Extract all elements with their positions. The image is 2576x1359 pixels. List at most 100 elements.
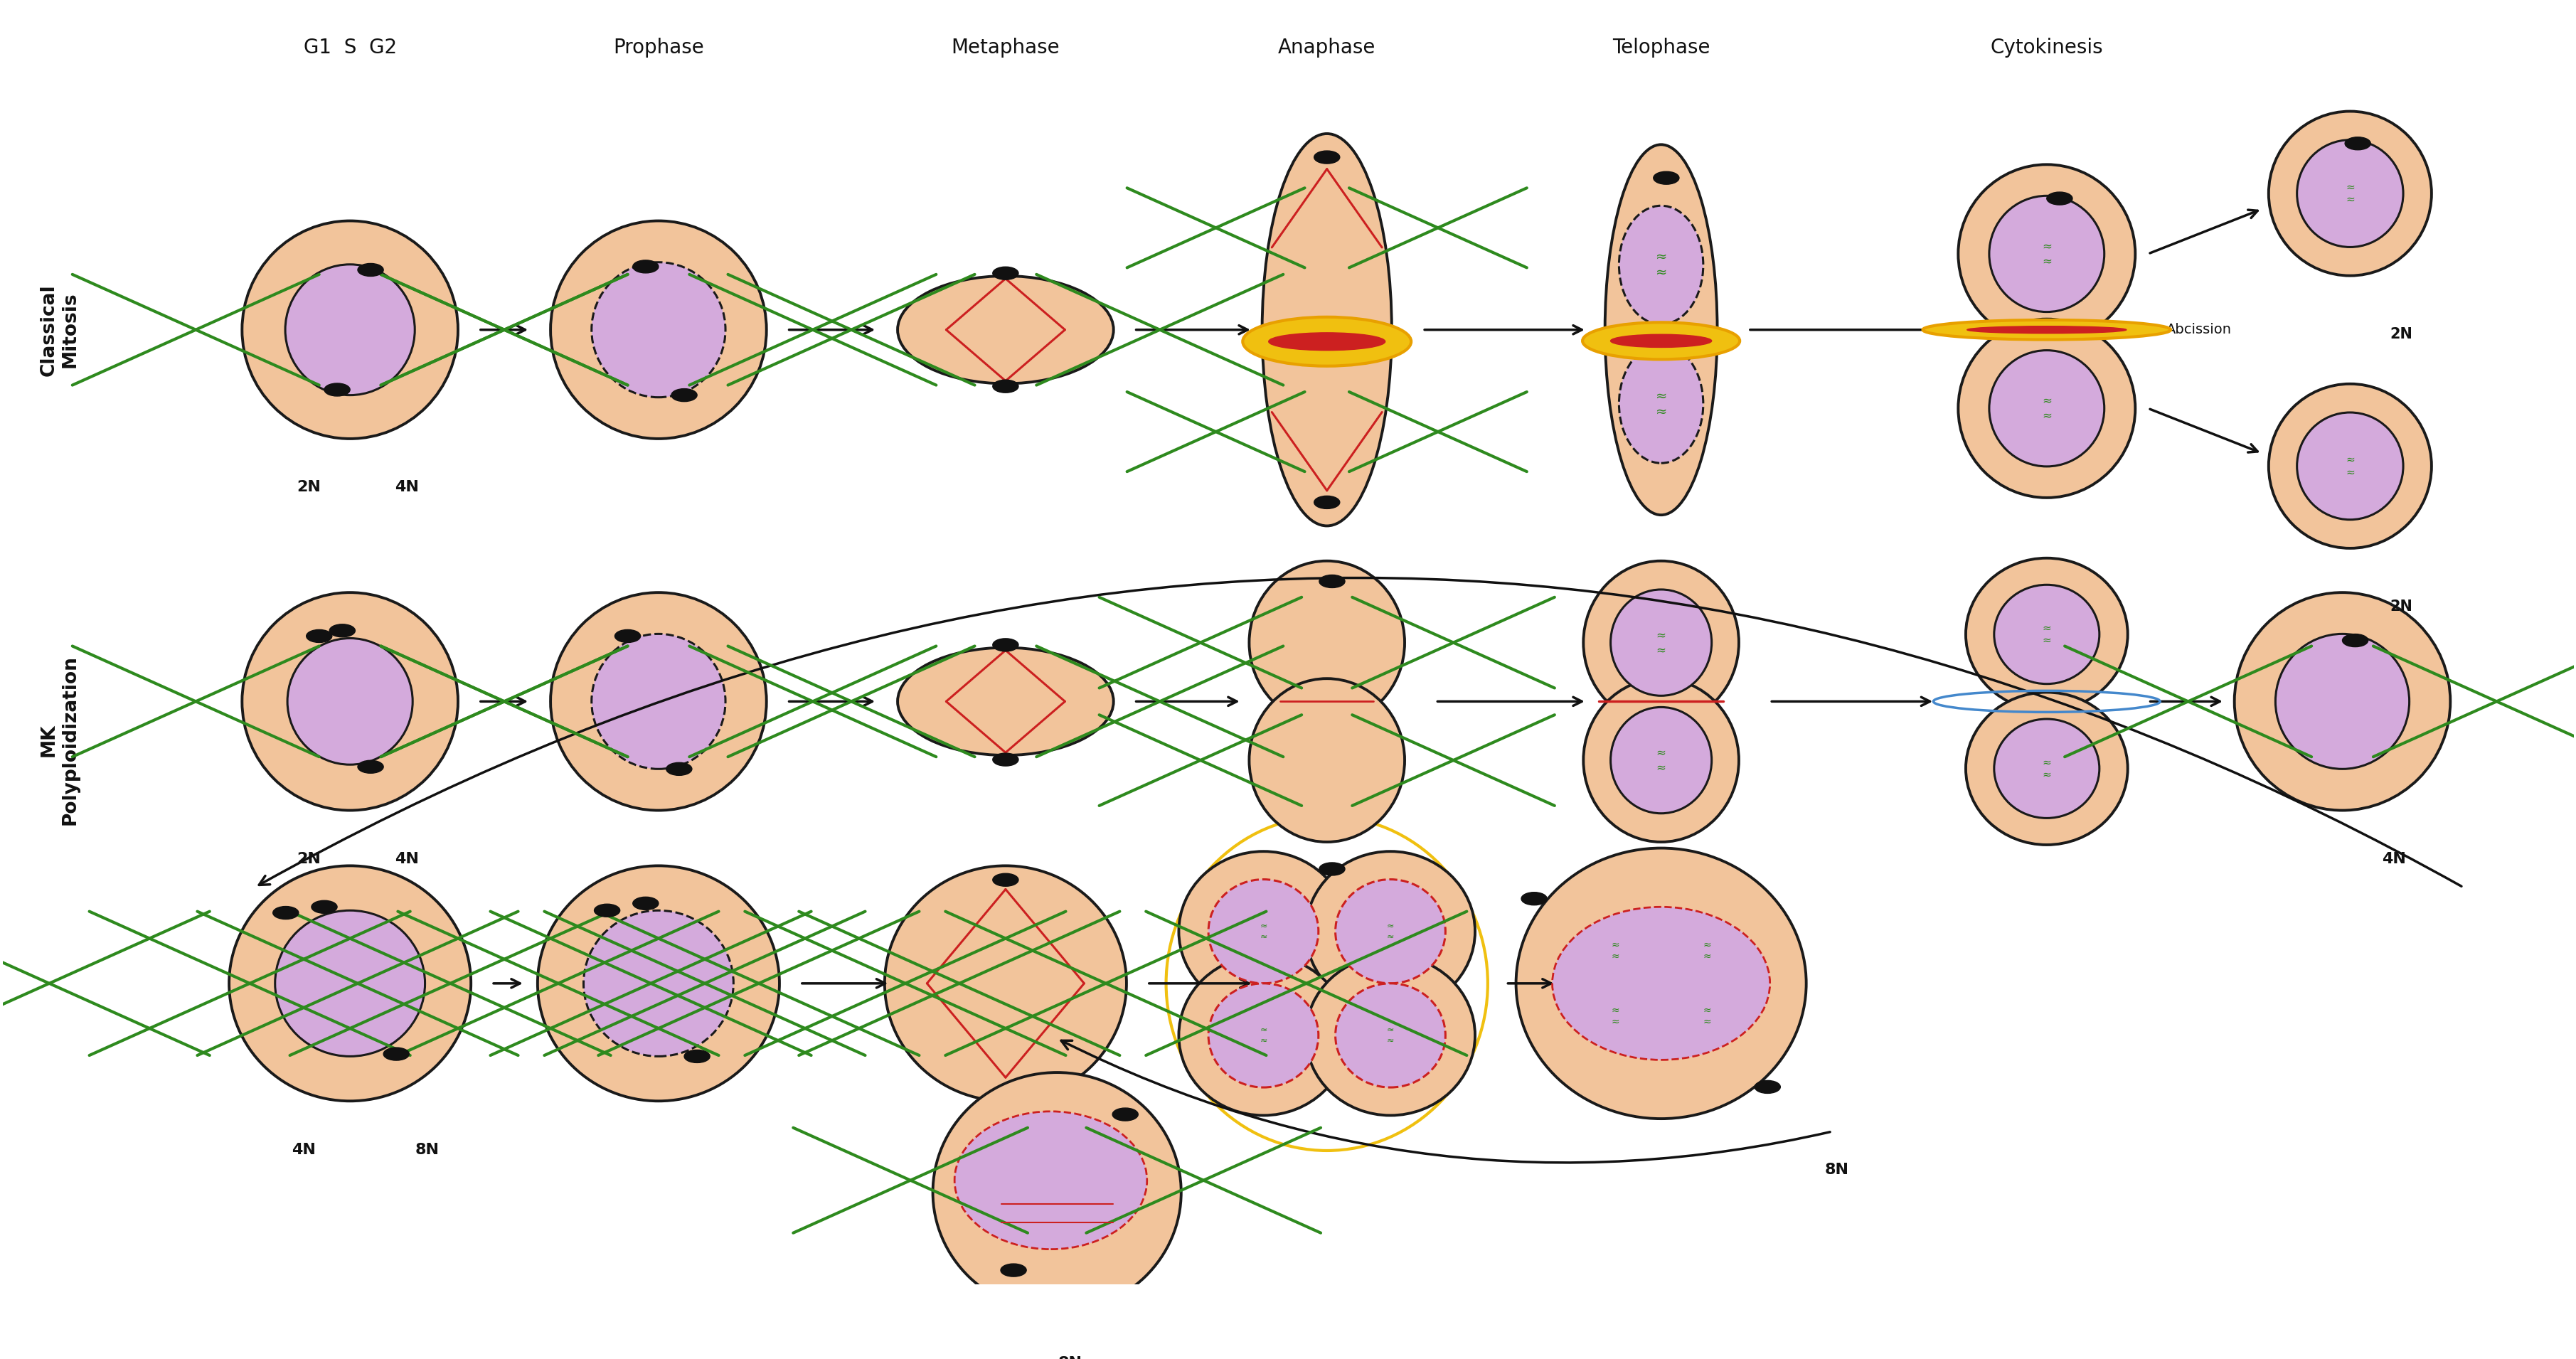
Ellipse shape xyxy=(286,265,415,395)
Ellipse shape xyxy=(229,866,471,1101)
Ellipse shape xyxy=(276,911,425,1056)
Ellipse shape xyxy=(1618,205,1703,325)
Text: ≈
≈: ≈ ≈ xyxy=(2043,757,2050,780)
Ellipse shape xyxy=(1334,984,1445,1087)
Ellipse shape xyxy=(1958,164,2136,344)
Circle shape xyxy=(1314,151,1340,163)
Ellipse shape xyxy=(1958,319,2136,497)
Text: 4N: 4N xyxy=(394,480,417,495)
Text: 4N: 4N xyxy=(2380,852,2406,866)
Ellipse shape xyxy=(2275,633,2409,769)
Ellipse shape xyxy=(896,276,1113,383)
Circle shape xyxy=(312,901,337,913)
Circle shape xyxy=(358,264,384,276)
Text: ≈
≈: ≈ ≈ xyxy=(1656,746,1667,775)
Text: ≈
≈: ≈ ≈ xyxy=(1386,921,1394,942)
Circle shape xyxy=(616,629,641,643)
Ellipse shape xyxy=(1582,322,1739,359)
Circle shape xyxy=(634,260,659,273)
Text: ≈
≈: ≈ ≈ xyxy=(2344,454,2354,477)
Circle shape xyxy=(1754,1080,1780,1094)
Text: ≈
≈: ≈ ≈ xyxy=(1610,939,1618,961)
Ellipse shape xyxy=(1249,678,1404,843)
Ellipse shape xyxy=(2267,383,2432,548)
Ellipse shape xyxy=(1989,351,2105,466)
Circle shape xyxy=(685,1051,711,1063)
Circle shape xyxy=(2045,192,2071,205)
Circle shape xyxy=(384,1048,410,1060)
Ellipse shape xyxy=(2233,593,2450,810)
Circle shape xyxy=(2344,137,2370,149)
Ellipse shape xyxy=(2295,140,2403,247)
Circle shape xyxy=(595,904,621,917)
Circle shape xyxy=(992,753,1018,766)
Circle shape xyxy=(1319,863,1345,875)
Ellipse shape xyxy=(1610,590,1710,696)
Ellipse shape xyxy=(1582,678,1739,843)
Circle shape xyxy=(1314,496,1340,508)
Text: ≈
≈: ≈ ≈ xyxy=(1260,1026,1267,1045)
Text: G1  S  G2: G1 S G2 xyxy=(304,38,397,58)
Circle shape xyxy=(992,639,1018,651)
Text: Metaphase: Metaphase xyxy=(951,38,1059,58)
Text: 8N: 8N xyxy=(415,1143,438,1157)
Ellipse shape xyxy=(1922,319,2169,340)
Text: Abcission: Abcission xyxy=(2166,323,2231,337)
Ellipse shape xyxy=(896,648,1113,756)
Ellipse shape xyxy=(1208,879,1319,984)
Ellipse shape xyxy=(933,1072,1180,1313)
Ellipse shape xyxy=(1334,879,1445,984)
Text: Anaphase: Anaphase xyxy=(1278,38,1376,58)
Text: ≈
≈: ≈ ≈ xyxy=(1703,1006,1710,1027)
Ellipse shape xyxy=(884,866,1126,1101)
Ellipse shape xyxy=(592,262,726,397)
Text: 2N: 2N xyxy=(2391,328,2411,341)
Circle shape xyxy=(667,762,693,776)
Text: ≈
≈: ≈ ≈ xyxy=(2040,241,2050,268)
Circle shape xyxy=(1520,893,1546,905)
Circle shape xyxy=(999,1264,1025,1276)
Ellipse shape xyxy=(1605,144,1716,515)
Text: ≈
≈: ≈ ≈ xyxy=(2344,182,2354,205)
Ellipse shape xyxy=(2267,111,2432,276)
Circle shape xyxy=(992,874,1018,886)
Text: ≈
≈: ≈ ≈ xyxy=(1654,250,1667,280)
Text: Telophase: Telophase xyxy=(1613,38,1710,58)
Ellipse shape xyxy=(592,633,726,769)
Ellipse shape xyxy=(242,593,459,810)
Ellipse shape xyxy=(1515,848,1806,1118)
Circle shape xyxy=(672,389,698,401)
Ellipse shape xyxy=(1582,561,1739,724)
Ellipse shape xyxy=(1994,719,2099,818)
Text: 4N: 4N xyxy=(394,852,417,866)
Ellipse shape xyxy=(1610,334,1710,348)
Text: ≈
≈: ≈ ≈ xyxy=(1656,629,1667,656)
Ellipse shape xyxy=(1965,692,2128,845)
Text: Classical
Mitosis: Classical Mitosis xyxy=(39,284,80,376)
Text: ≈
≈: ≈ ≈ xyxy=(2043,622,2050,646)
Circle shape xyxy=(307,629,332,643)
Ellipse shape xyxy=(1242,317,1412,366)
Ellipse shape xyxy=(1618,345,1703,463)
Circle shape xyxy=(325,383,350,395)
Text: Cytokinesis: Cytokinesis xyxy=(1989,38,2102,58)
Circle shape xyxy=(1319,575,1345,587)
Ellipse shape xyxy=(1989,196,2105,313)
Circle shape xyxy=(273,906,299,919)
Ellipse shape xyxy=(1551,906,1770,1060)
Ellipse shape xyxy=(1249,561,1404,724)
Ellipse shape xyxy=(1965,559,2128,711)
Ellipse shape xyxy=(551,593,765,810)
Text: ≈
≈: ≈ ≈ xyxy=(1386,1026,1394,1045)
Text: 8N: 8N xyxy=(1824,1163,1847,1177)
Text: ≈
≈: ≈ ≈ xyxy=(2040,394,2050,423)
Ellipse shape xyxy=(242,220,459,439)
Ellipse shape xyxy=(1262,133,1391,526)
Ellipse shape xyxy=(1208,984,1319,1087)
Ellipse shape xyxy=(538,866,778,1101)
Circle shape xyxy=(992,266,1018,280)
Text: 2N: 2N xyxy=(296,480,322,495)
Text: ≈
≈: ≈ ≈ xyxy=(1610,1006,1618,1027)
Circle shape xyxy=(2342,635,2367,647)
Ellipse shape xyxy=(1267,333,1386,351)
